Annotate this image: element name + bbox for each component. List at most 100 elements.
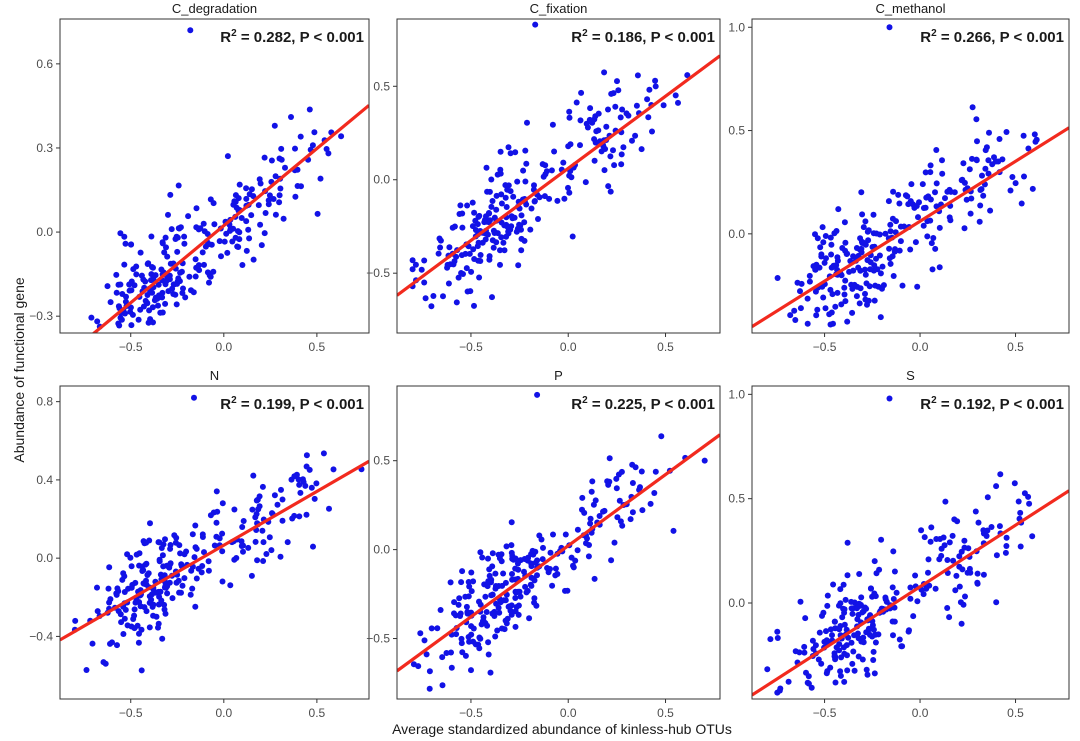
data-point <box>120 570 127 577</box>
data-point <box>470 246 477 253</box>
data-point <box>470 578 477 585</box>
data-point <box>605 183 612 190</box>
data-point <box>600 508 606 515</box>
data-point <box>269 510 275 517</box>
data-point <box>135 316 142 323</box>
data-point <box>211 542 218 549</box>
data-point <box>977 202 984 209</box>
panel-title: C_fixation <box>530 1 588 16</box>
data-point <box>245 226 252 233</box>
data-point <box>494 627 501 634</box>
data-point <box>566 189 573 196</box>
data-point <box>489 591 496 598</box>
data-point <box>953 572 960 579</box>
data-point <box>645 114 652 121</box>
data-point <box>421 257 428 264</box>
data-point <box>199 531 206 538</box>
data-point <box>459 649 466 656</box>
data-point <box>128 322 135 329</box>
data-point <box>843 251 850 257</box>
data-point <box>926 582 933 589</box>
data-point <box>577 117 584 124</box>
data-point <box>481 581 488 588</box>
data-point <box>633 102 640 109</box>
data-point <box>540 173 547 180</box>
data-point <box>181 240 188 247</box>
data-point <box>890 632 896 639</box>
data-point <box>295 476 302 483</box>
data-point <box>207 273 214 280</box>
data-point <box>178 268 185 275</box>
data-point <box>906 627 912 634</box>
data-point <box>1021 173 1027 180</box>
data-point <box>496 609 503 616</box>
data-point <box>155 601 162 608</box>
data-point-outlier <box>187 27 194 34</box>
regression-line <box>60 459 369 642</box>
data-point <box>518 212 525 219</box>
data-point <box>975 519 982 526</box>
data-point <box>887 221 894 228</box>
regression-line <box>91 104 369 333</box>
data-point <box>1012 180 1019 187</box>
data-point <box>261 230 268 237</box>
data-point <box>144 572 151 578</box>
data-point <box>512 623 519 630</box>
data-point <box>587 515 594 522</box>
data-point <box>993 483 1000 490</box>
data-point <box>890 596 897 602</box>
data-point <box>785 678 792 685</box>
data-point <box>143 539 150 546</box>
data-point <box>527 226 534 233</box>
data-point <box>615 87 622 94</box>
data-point <box>608 557 615 564</box>
data-point <box>870 211 877 218</box>
data-point <box>303 511 310 518</box>
data-point <box>854 616 861 623</box>
data-point <box>818 253 825 260</box>
data-point <box>141 580 147 587</box>
data-point <box>205 567 212 574</box>
data-point <box>509 571 515 577</box>
data-point <box>117 281 124 288</box>
regression-line <box>397 54 720 297</box>
data-point <box>451 599 458 606</box>
data-point <box>437 237 444 244</box>
data-point <box>893 589 900 596</box>
data-point <box>832 625 839 632</box>
data-point <box>946 539 953 546</box>
data-point <box>545 569 552 576</box>
data-point <box>625 112 632 119</box>
data-point <box>897 238 904 245</box>
data-point <box>820 294 827 301</box>
data-point <box>952 587 959 594</box>
data-point <box>113 591 120 598</box>
data-point <box>837 623 844 629</box>
x-tick-label: 0.0 <box>912 340 929 354</box>
data-point <box>72 617 79 624</box>
data-point <box>801 643 808 650</box>
data-point <box>564 587 571 594</box>
data-point <box>867 585 874 592</box>
data-point <box>206 279 212 286</box>
data-point <box>415 663 422 670</box>
data-point <box>458 635 465 642</box>
data-point <box>229 238 236 245</box>
data-point <box>523 160 530 167</box>
data-point <box>550 531 556 538</box>
data-point <box>196 267 203 274</box>
data-point <box>535 216 541 222</box>
data-point <box>848 639 855 646</box>
data-point <box>598 148 605 155</box>
data-point <box>246 235 253 242</box>
data-point <box>512 555 519 562</box>
data-point <box>629 480 636 486</box>
data-point <box>858 189 865 196</box>
data-point <box>152 589 159 596</box>
data-point <box>507 150 514 157</box>
data-point <box>963 196 970 203</box>
y-tick-label: 0.0 <box>373 173 390 187</box>
data-point <box>860 639 867 646</box>
data-point <box>607 188 614 195</box>
data-point <box>189 585 196 592</box>
